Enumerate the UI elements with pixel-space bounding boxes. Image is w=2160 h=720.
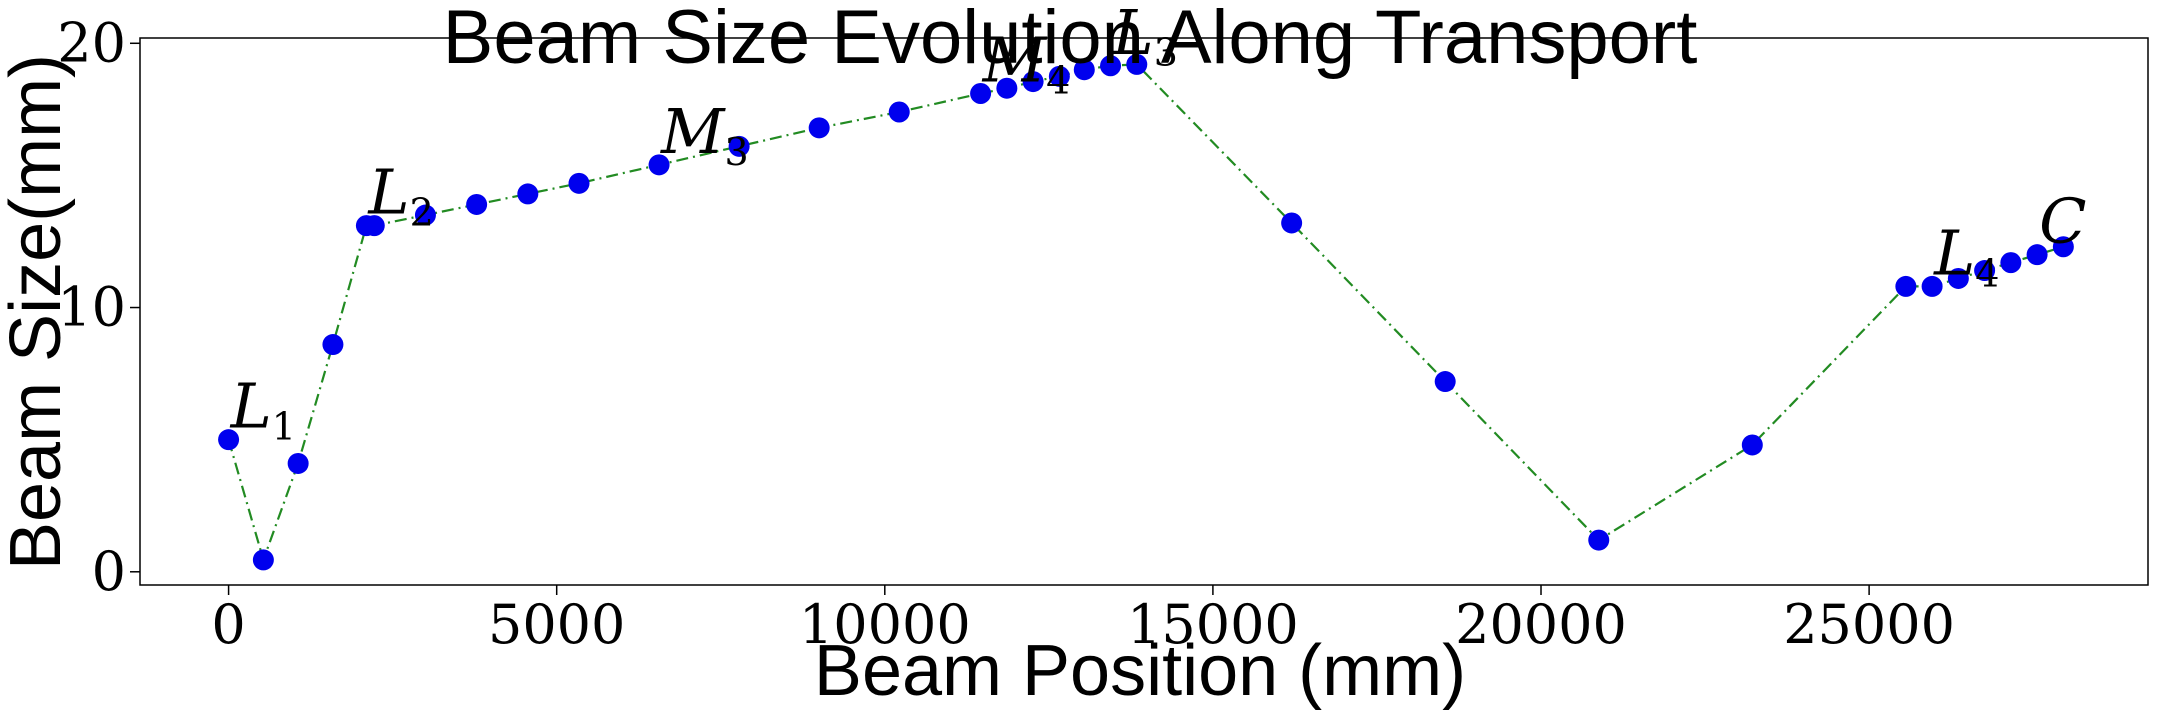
data-point — [2052, 236, 2074, 258]
data-point — [1921, 275, 1943, 297]
point-annotation: C — [2039, 185, 2086, 258]
data-point — [1126, 53, 1148, 75]
x-tick-label: 20000 — [1455, 593, 1627, 656]
data-point — [1741, 434, 1763, 456]
beam-size-line — [227, 63, 2064, 564]
y-tick-label: 0 — [92, 540, 126, 603]
data-point — [1281, 212, 1303, 234]
x-tick-label: 25000 — [1783, 593, 1955, 656]
annotation-subscript: 3 — [1154, 31, 1178, 75]
data-point — [287, 452, 309, 474]
data-point — [466, 193, 488, 215]
annotation-symbol: L — [1933, 216, 1975, 289]
annotation-symbol: L — [1112, 0, 1154, 69]
x-axis-label: Beam Position (mm) — [814, 631, 1466, 711]
data-point — [1947, 267, 1969, 289]
data-point — [808, 117, 830, 139]
data-point — [218, 429, 240, 451]
point-annotation: M3 — [660, 95, 749, 174]
data-point — [1434, 371, 1456, 393]
data-point — [2026, 244, 2048, 266]
annotation-subscript: 1 — [272, 405, 296, 449]
annotation-symbol: M — [982, 23, 1048, 96]
data-point — [1100, 55, 1122, 77]
chart-title: Beam Size Evolution Along Transport — [443, 0, 1698, 80]
x-tick-label: 0 — [211, 593, 245, 656]
data-point — [322, 334, 344, 356]
annotation-symbol: L — [367, 156, 409, 229]
point-annotation: L4 — [1933, 216, 1999, 295]
data-point — [996, 77, 1018, 99]
point-annotation: L2 — [367, 156, 433, 235]
data-point — [1048, 65, 1070, 87]
annotation-symbol: M — [660, 95, 726, 168]
plot-frame — [139, 37, 2149, 586]
annotation-subscript: 2 — [410, 191, 434, 235]
data-point — [252, 549, 274, 571]
y-tick-label: 10 — [57, 276, 126, 339]
annotation-subscript: 3 — [725, 130, 749, 174]
x-tick-label: 5000 — [488, 593, 625, 656]
y-axis-label: Beam Size(mm) — [0, 54, 76, 570]
axis-ticks: 0 5000 10000 15000 20000 25000 0 10 20 — [57, 11, 1955, 656]
point-annotation: M4 — [982, 23, 1071, 102]
annotation-subscript: 4 — [1046, 58, 1070, 102]
data-point — [888, 101, 910, 123]
annotation-subscript: 4 — [1975, 251, 1999, 295]
y-tick-label: 20 — [57, 11, 126, 74]
data-point — [517, 183, 539, 205]
x-tick-label: 10000 — [799, 593, 971, 656]
data-point — [970, 82, 992, 104]
data-point — [414, 204, 436, 226]
annotation-symbol: C — [2039, 185, 2086, 258]
data-point — [1588, 529, 1610, 551]
point-annotation: L3 — [1112, 0, 1178, 75]
data-point — [1974, 260, 1996, 282]
data-point — [1073, 59, 1095, 81]
data-point — [648, 154, 670, 176]
data-point — [2000, 252, 2022, 274]
data-markers — [218, 53, 2074, 571]
point-annotation: L1 — [230, 370, 296, 449]
data-point — [568, 172, 590, 194]
annotation-symbol: L — [230, 370, 272, 443]
data-point — [1895, 275, 1917, 297]
data-point — [728, 135, 750, 157]
data-point — [1022, 71, 1044, 93]
x-tick-label: 15000 — [1127, 593, 1299, 656]
data-point — [363, 215, 385, 237]
